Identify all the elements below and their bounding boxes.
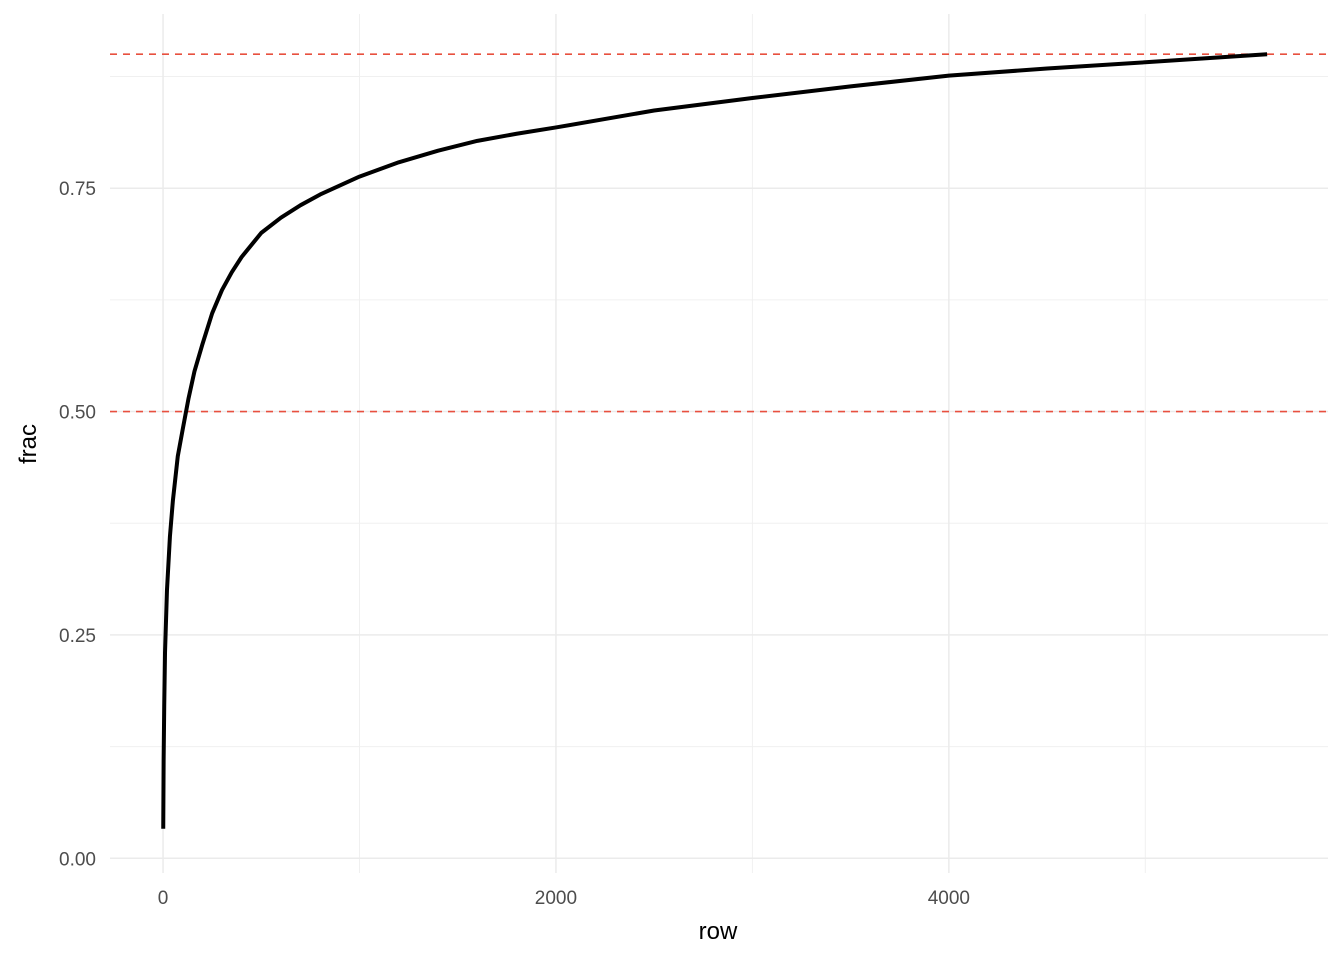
y-tick-label: 0.25 <box>59 626 96 647</box>
y-axis-title: frac <box>15 424 42 464</box>
x-tick-label: 2000 <box>535 888 577 909</box>
y-tick-labels: 0.00 0.25 0.50 0.75 <box>59 179 96 870</box>
reference-lines <box>110 53 1328 413</box>
x-tick-label: 0 <box>158 888 169 909</box>
series-line <box>161 52 1268 829</box>
x-tick-label: 4000 <box>928 888 970 909</box>
x-tick-labels: 0 2000 4000 <box>158 888 970 909</box>
series-layer <box>161 52 1268 829</box>
y-tick-label: 0.50 <box>59 403 96 424</box>
x-axis-title: row <box>699 918 738 945</box>
y-tick-label: 0.00 <box>59 849 96 870</box>
minor-gridlines <box>110 14 1328 873</box>
y-tick-label: 0.75 <box>59 179 96 200</box>
